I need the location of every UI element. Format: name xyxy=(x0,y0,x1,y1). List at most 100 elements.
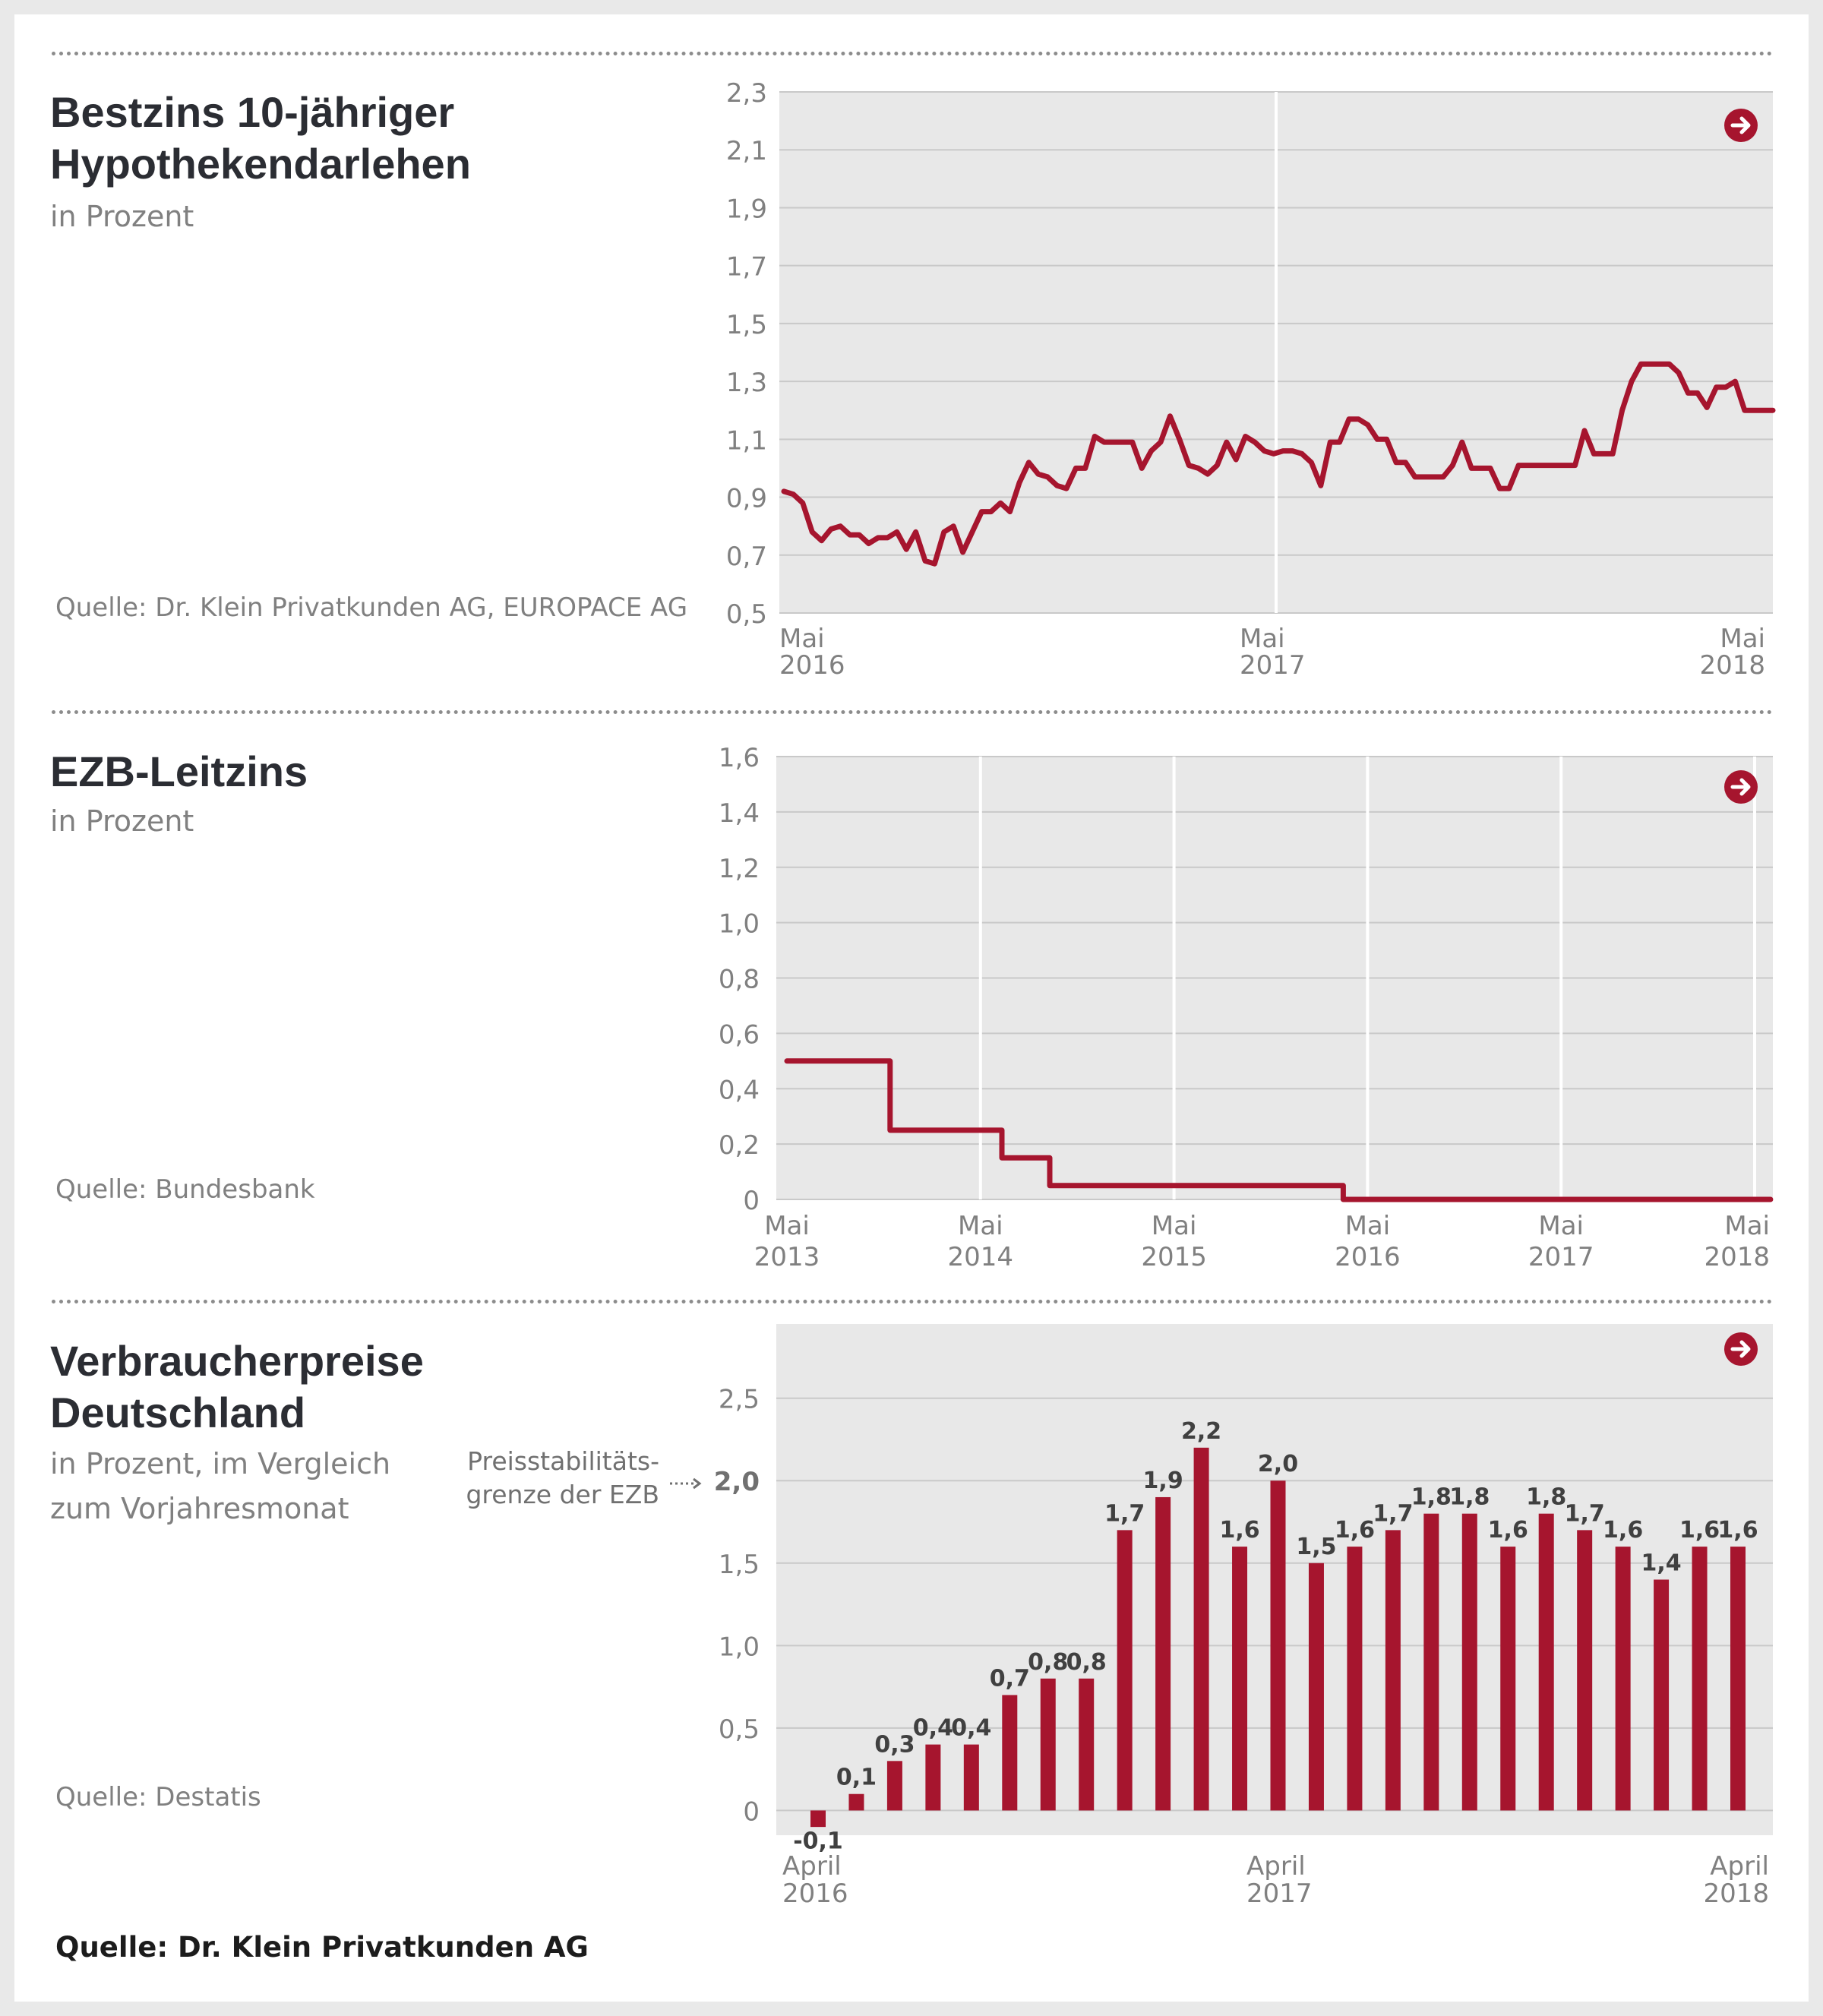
data-label: 2,0 xyxy=(1258,1451,1298,1477)
y-tick-label: 1,6 xyxy=(719,743,760,773)
y-tick-label: 2,1 xyxy=(726,136,767,166)
data-label: 1,7 xyxy=(1373,1500,1413,1527)
y-tick-label: 1,5 xyxy=(719,1550,760,1580)
x-tick-label: Mai xyxy=(779,624,825,654)
x-tick-label: 2017 xyxy=(1246,1879,1313,1909)
bar xyxy=(1232,1547,1248,1811)
y-tick-label: 0,4 xyxy=(719,1075,760,1105)
y-tick-label: 0 xyxy=(743,1186,760,1216)
data-label: 1,6 xyxy=(1335,1517,1375,1544)
data-label: 1,8 xyxy=(1526,1484,1566,1511)
data-label: 0,4 xyxy=(951,1715,991,1742)
y-tick-label: 0,6 xyxy=(719,1019,760,1050)
bar xyxy=(1270,1480,1286,1811)
bar xyxy=(1577,1530,1593,1811)
series-line-leitzins xyxy=(784,1058,1774,1202)
bar xyxy=(810,1810,826,1828)
x-tick-label: 2017 xyxy=(1528,1242,1594,1272)
data-label: 0,7 xyxy=(990,1665,1030,1692)
bar xyxy=(1423,1513,1439,1811)
x-tick-label: April xyxy=(782,1851,842,1882)
y-tick-label: 1,3 xyxy=(726,368,767,398)
data-label: 1,5 xyxy=(1296,1534,1336,1560)
panel-subtitle-verbraucherpreise: in Prozent, im Vergleich zum Vorjahresmo… xyxy=(50,1447,391,1525)
data-label: 1,7 xyxy=(1565,1500,1605,1527)
data-label: 1,4 xyxy=(1641,1550,1682,1577)
x-tick-label: 2013 xyxy=(754,1242,820,1272)
y-tick-label: 0,2 xyxy=(719,1130,760,1161)
data-label: 2,2 xyxy=(1181,1418,1221,1445)
x-tick-label: Mai xyxy=(1345,1211,1391,1241)
data-label: 1,8 xyxy=(1449,1484,1490,1511)
panel-source-bestzins: Quelle: Dr. Klein Privatkunden AG, EUROP… xyxy=(55,592,688,623)
x-tick-label: Mai xyxy=(958,1211,1003,1241)
x-tick-label: Mai xyxy=(764,1211,810,1241)
arrow-glyph xyxy=(1730,778,1751,796)
x-tick-label: 2016 xyxy=(1335,1242,1401,1272)
bar xyxy=(1385,1530,1401,1811)
y-tick-label: 0,7 xyxy=(726,542,767,572)
dotted-arrow-icon xyxy=(670,1477,702,1490)
panel-subtitle-bestzins: in Prozent xyxy=(50,200,194,233)
bar xyxy=(1538,1513,1554,1811)
bar xyxy=(1500,1547,1516,1811)
data-label: 1,6 xyxy=(1488,1517,1528,1544)
dotted-divider xyxy=(52,1300,1773,1303)
footer-source: Quelle: Dr. Klein Privatkunden AG xyxy=(55,1931,589,1964)
x-tick-label: Mai xyxy=(1152,1211,1197,1241)
y-tick-label: 1,1 xyxy=(726,425,767,456)
x-tick-label: April xyxy=(1710,1851,1769,1882)
arrow-right-circle-icon xyxy=(1724,770,1758,804)
y-tick-label: 0 xyxy=(743,1796,760,1827)
x-tick-label: April xyxy=(1246,1851,1306,1882)
y-tick-label: 0,9 xyxy=(726,484,767,514)
y-tick-label: 2,0 xyxy=(714,1467,760,1497)
panel-subtitle-leitzins: in Prozent xyxy=(50,804,194,838)
data-label: 1,8 xyxy=(1411,1484,1452,1511)
panel-title-verbraucherpreise: Verbraucherpreise Deutschland xyxy=(50,1337,424,1436)
arrow-glyph xyxy=(1730,1340,1751,1358)
x-tick-label: Mai xyxy=(1724,1211,1770,1241)
bar xyxy=(1347,1547,1363,1811)
data-label: 0,8 xyxy=(1066,1649,1107,1676)
bar xyxy=(1040,1678,1056,1811)
bar xyxy=(1193,1447,1209,1811)
data-label: 1,6 xyxy=(1717,1517,1758,1544)
arrow-right-circle-icon xyxy=(1724,1332,1758,1366)
x-tick-label: Mai xyxy=(1720,624,1765,654)
y-tick-label: 1,9 xyxy=(726,194,767,224)
bar xyxy=(1692,1547,1708,1811)
bar xyxy=(1002,1695,1018,1811)
x-tick-label: 2014 xyxy=(948,1242,1014,1272)
panel-source-leitzins: Quelle: Bundesbank xyxy=(55,1174,315,1205)
x-tick-label: 2016 xyxy=(779,650,845,681)
data-label: 0,3 xyxy=(874,1731,915,1758)
arrow-glyph xyxy=(1730,116,1751,134)
data-label: 1,6 xyxy=(1603,1517,1643,1544)
data-label: 1,6 xyxy=(1679,1517,1720,1544)
y-tick-label: 1,7 xyxy=(726,252,767,283)
x-tick-label: 2018 xyxy=(1699,650,1765,681)
x-tick-label: 2017 xyxy=(1240,650,1306,681)
panel-title-bestzins: Bestzins 10-jähriger Hypothekendarlehen xyxy=(50,88,471,188)
bar xyxy=(925,1744,941,1811)
bar xyxy=(1117,1530,1133,1811)
bar xyxy=(1730,1547,1746,1811)
bar xyxy=(1654,1579,1670,1811)
y-tick-label: 0,5 xyxy=(719,1714,760,1745)
data-label: 0,1 xyxy=(836,1765,877,1791)
bar xyxy=(1308,1563,1324,1811)
series-line-bestzins xyxy=(781,361,1776,567)
data-label: -0,1 xyxy=(793,1828,843,1854)
y-tick-label: 2,3 xyxy=(726,78,767,109)
x-tick-label: Mai xyxy=(1240,624,1285,654)
arrow-right-circle-icon xyxy=(1724,109,1758,142)
x-tick-label: Mai xyxy=(1538,1211,1584,1241)
y-tick-label: 1,4 xyxy=(719,798,760,829)
x-tick-label: 2018 xyxy=(1704,1242,1770,1272)
panel-title-leitzins: EZB-Leitzins xyxy=(50,747,308,795)
bar xyxy=(886,1761,902,1811)
bar xyxy=(963,1744,979,1811)
y-tick-label: 1,0 xyxy=(719,1632,760,1662)
